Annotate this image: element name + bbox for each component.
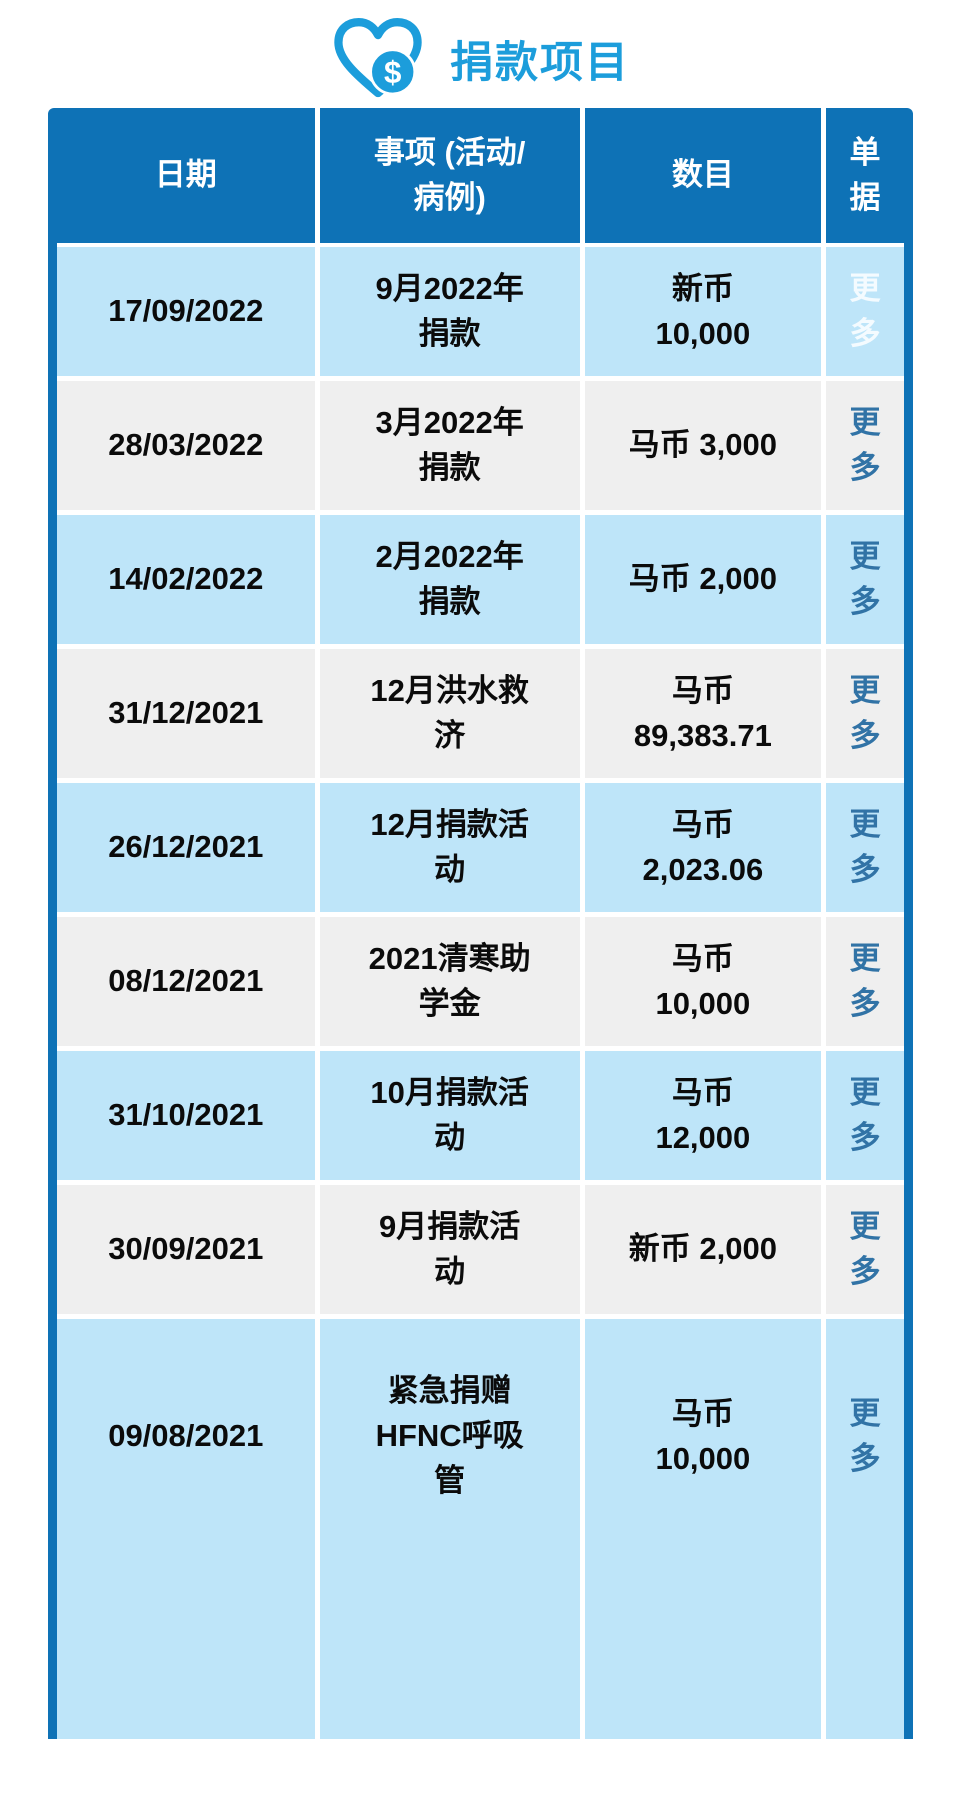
receipt-cell: 更 多 bbox=[826, 917, 904, 1051]
table-row: 09/08/2021 紧急捐赠 HFNC呼吸 管马币 10,000 更 多 bbox=[57, 1319, 904, 1739]
receipt-cell: 更 多 bbox=[826, 783, 904, 917]
date-cell: 09/08/2021 bbox=[57, 1319, 320, 1739]
item-cell: 12月捐款活 动 bbox=[319, 783, 585, 917]
more-link[interactable]: 更 多 bbox=[849, 940, 881, 1021]
date-cell: 31/10/2021 bbox=[57, 1051, 320, 1185]
column-header-item: 事项 (活动/ 病例) bbox=[319, 108, 585, 247]
amount-cell: 马币 89,383.71 bbox=[584, 649, 827, 783]
item-cell: 2021清寒助 学金 bbox=[319, 917, 585, 1051]
item-cell: 2月2022年 捐款 bbox=[319, 515, 585, 649]
dollar-symbol: $ bbox=[384, 55, 401, 90]
amount-cell: 马币 2,000 bbox=[584, 515, 827, 649]
more-link[interactable]: 更 多 bbox=[849, 1074, 881, 1155]
column-header-receipt: 单 据 bbox=[826, 108, 904, 247]
donations-table: 日期 事项 (活动/ 病例) 数目 单 据 17/09/2022 9月2022年 … bbox=[57, 108, 904, 1739]
date-cell: 14/02/2022 bbox=[57, 515, 320, 649]
donations-table-wrap: 日期 事项 (活动/ 病例) 数目 单 据 17/09/2022 9月2022年 … bbox=[48, 108, 913, 1739]
date-cell: 31/12/2021 bbox=[57, 649, 320, 783]
table-row: 14/02/2022 2月2022年 捐款 马币 2,000 更 多 bbox=[57, 515, 904, 649]
more-link[interactable]: 更 多 bbox=[849, 404, 881, 485]
column-header-date: 日期 bbox=[57, 108, 320, 247]
receipt-cell: 更 多 bbox=[826, 247, 904, 381]
table-row: 08/12/2021 2021清寒助 学金 马币 10,000 更 多 bbox=[57, 917, 904, 1051]
item-cell: 9月捐款活 动 bbox=[319, 1185, 585, 1319]
amount-cell: 马币 3,000 bbox=[584, 381, 827, 515]
more-link[interactable]: 更 多 bbox=[849, 1395, 881, 1476]
date-cell: 26/12/2021 bbox=[57, 783, 320, 917]
more-link[interactable]: 更 多 bbox=[849, 806, 881, 887]
amount-cell: 马币 12,000 bbox=[584, 1051, 827, 1185]
table-row: 31/10/2021 10月捐款活 动马币 12,000 更 多 bbox=[57, 1051, 904, 1185]
receipt-cell: 更 多 bbox=[826, 1319, 904, 1739]
date-cell: 28/03/2022 bbox=[57, 381, 320, 515]
receipt-cell: 更 多 bbox=[826, 649, 904, 783]
date-cell: 08/12/2021 bbox=[57, 917, 320, 1051]
receipt-cell: 更 多 bbox=[826, 515, 904, 649]
item-cell: 紧急捐赠 HFNC呼吸 管 bbox=[319, 1319, 585, 1739]
amount-cell: 新币 2,000 bbox=[584, 1185, 827, 1319]
date-cell: 30/09/2021 bbox=[57, 1185, 320, 1319]
column-header-amount: 数目 bbox=[584, 108, 827, 247]
table-header: 日期 事项 (活动/ 病例) 数目 单 据 bbox=[57, 108, 904, 247]
amount-cell: 马币 2,023.06 bbox=[584, 783, 827, 917]
table-row: 30/09/2021 9月捐款活 动新币 2,000 更 多 bbox=[57, 1185, 904, 1319]
item-cell: 9月2022年 捐款 bbox=[319, 247, 585, 381]
table-row: 17/09/2022 9月2022年 捐款 新币 10,000 更 多 bbox=[57, 247, 904, 381]
page-title: 捐款项目 bbox=[450, 39, 630, 87]
item-cell: 3月2022年 捐款 bbox=[319, 381, 585, 515]
page-header: $ 捐款项目 bbox=[0, 0, 962, 98]
amount-cell: 马币 10,000 bbox=[584, 917, 827, 1051]
item-cell: 10月捐款活 动 bbox=[319, 1051, 585, 1185]
amount-cell: 马币 10,000 bbox=[584, 1319, 827, 1739]
more-link[interactable]: 更 多 bbox=[849, 672, 881, 753]
table-row: 28/03/2022 3月2022年 捐款 马币 3,000 更 多 bbox=[57, 381, 904, 515]
date-cell: 17/09/2022 bbox=[57, 247, 320, 381]
more-link[interactable]: 更 多 bbox=[849, 270, 881, 351]
more-link[interactable]: 更 多 bbox=[849, 538, 881, 619]
item-cell: 12月洪水救 济 bbox=[319, 649, 585, 783]
heart-dollar-icon: $ bbox=[334, 18, 422, 98]
receipt-cell: 更 多 bbox=[826, 1185, 904, 1319]
amount-cell: 新币 10,000 bbox=[584, 247, 827, 381]
table-row: 26/12/2021 12月捐款活 动马币 2,023.06 更 多 bbox=[57, 783, 904, 917]
table-body: 17/09/2022 9月2022年 捐款 新币 10,000 更 多 28/03/20… bbox=[57, 247, 904, 1739]
receipt-cell: 更 多 bbox=[826, 1051, 904, 1185]
more-link[interactable]: 更 多 bbox=[849, 1208, 881, 1289]
receipt-cell: 更 多 bbox=[826, 381, 904, 515]
table-row: 31/12/2021 12月洪水救 济马币 89,383.71 更 多 bbox=[57, 649, 904, 783]
